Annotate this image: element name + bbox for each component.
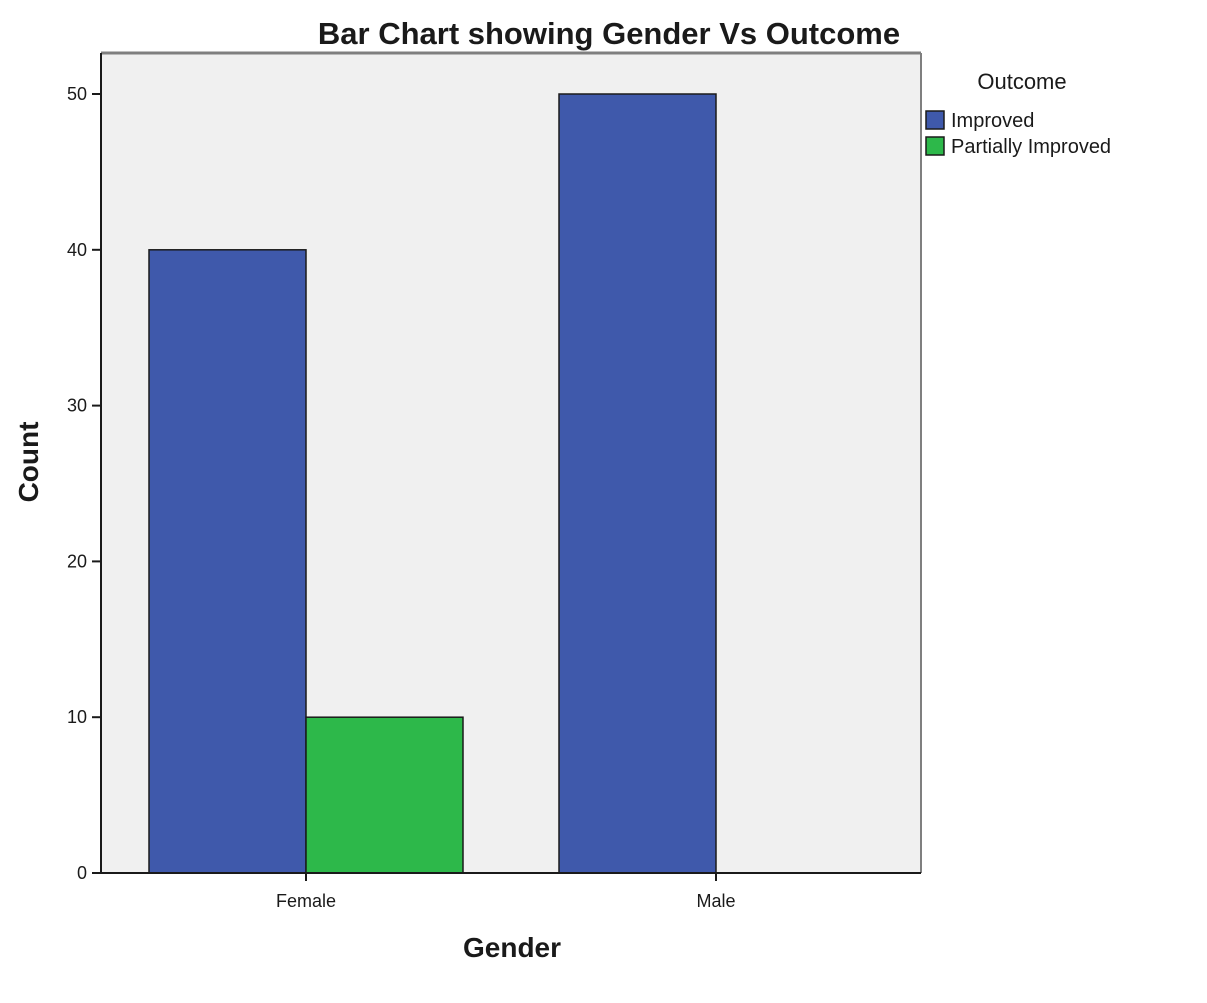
- y-tick-label: 0: [77, 863, 87, 883]
- x-axis-title: Gender: [463, 932, 561, 963]
- x-tick-label: Female: [276, 891, 336, 911]
- legend-swatch-improved: [925, 110, 945, 130]
- y-tick-label: 40: [67, 240, 87, 260]
- legend-label: Improved: [951, 110, 1034, 132]
- legend-label: Partially Improved: [951, 136, 1111, 158]
- bar-female-improved: [148, 249, 307, 874]
- legend: Outcome Improved Partially Improved: [925, 69, 1111, 158]
- y-axis-ticks: 0 10 20 30 40 50: [67, 84, 101, 883]
- y-tick-label: 10: [67, 707, 87, 727]
- legend-title: Outcome: [977, 69, 1066, 94]
- legend-items: Improved Partially Improved: [925, 110, 1111, 158]
- y-tick-label: 20: [67, 551, 87, 571]
- y-axis-title: Count: [13, 422, 44, 503]
- x-axis-ticks: Female Male: [276, 873, 736, 911]
- bar-female-partially-improved: [305, 716, 464, 874]
- x-tick-label: Male: [696, 891, 735, 911]
- y-tick-label: 30: [67, 396, 87, 416]
- y-tick-label: 50: [67, 84, 87, 104]
- chart-title: Bar Chart showing Gender Vs Outcome: [318, 16, 900, 51]
- legend-swatch-partially-improved: [925, 136, 945, 156]
- bar-male-improved: [558, 93, 717, 874]
- bars-group: [148, 93, 717, 874]
